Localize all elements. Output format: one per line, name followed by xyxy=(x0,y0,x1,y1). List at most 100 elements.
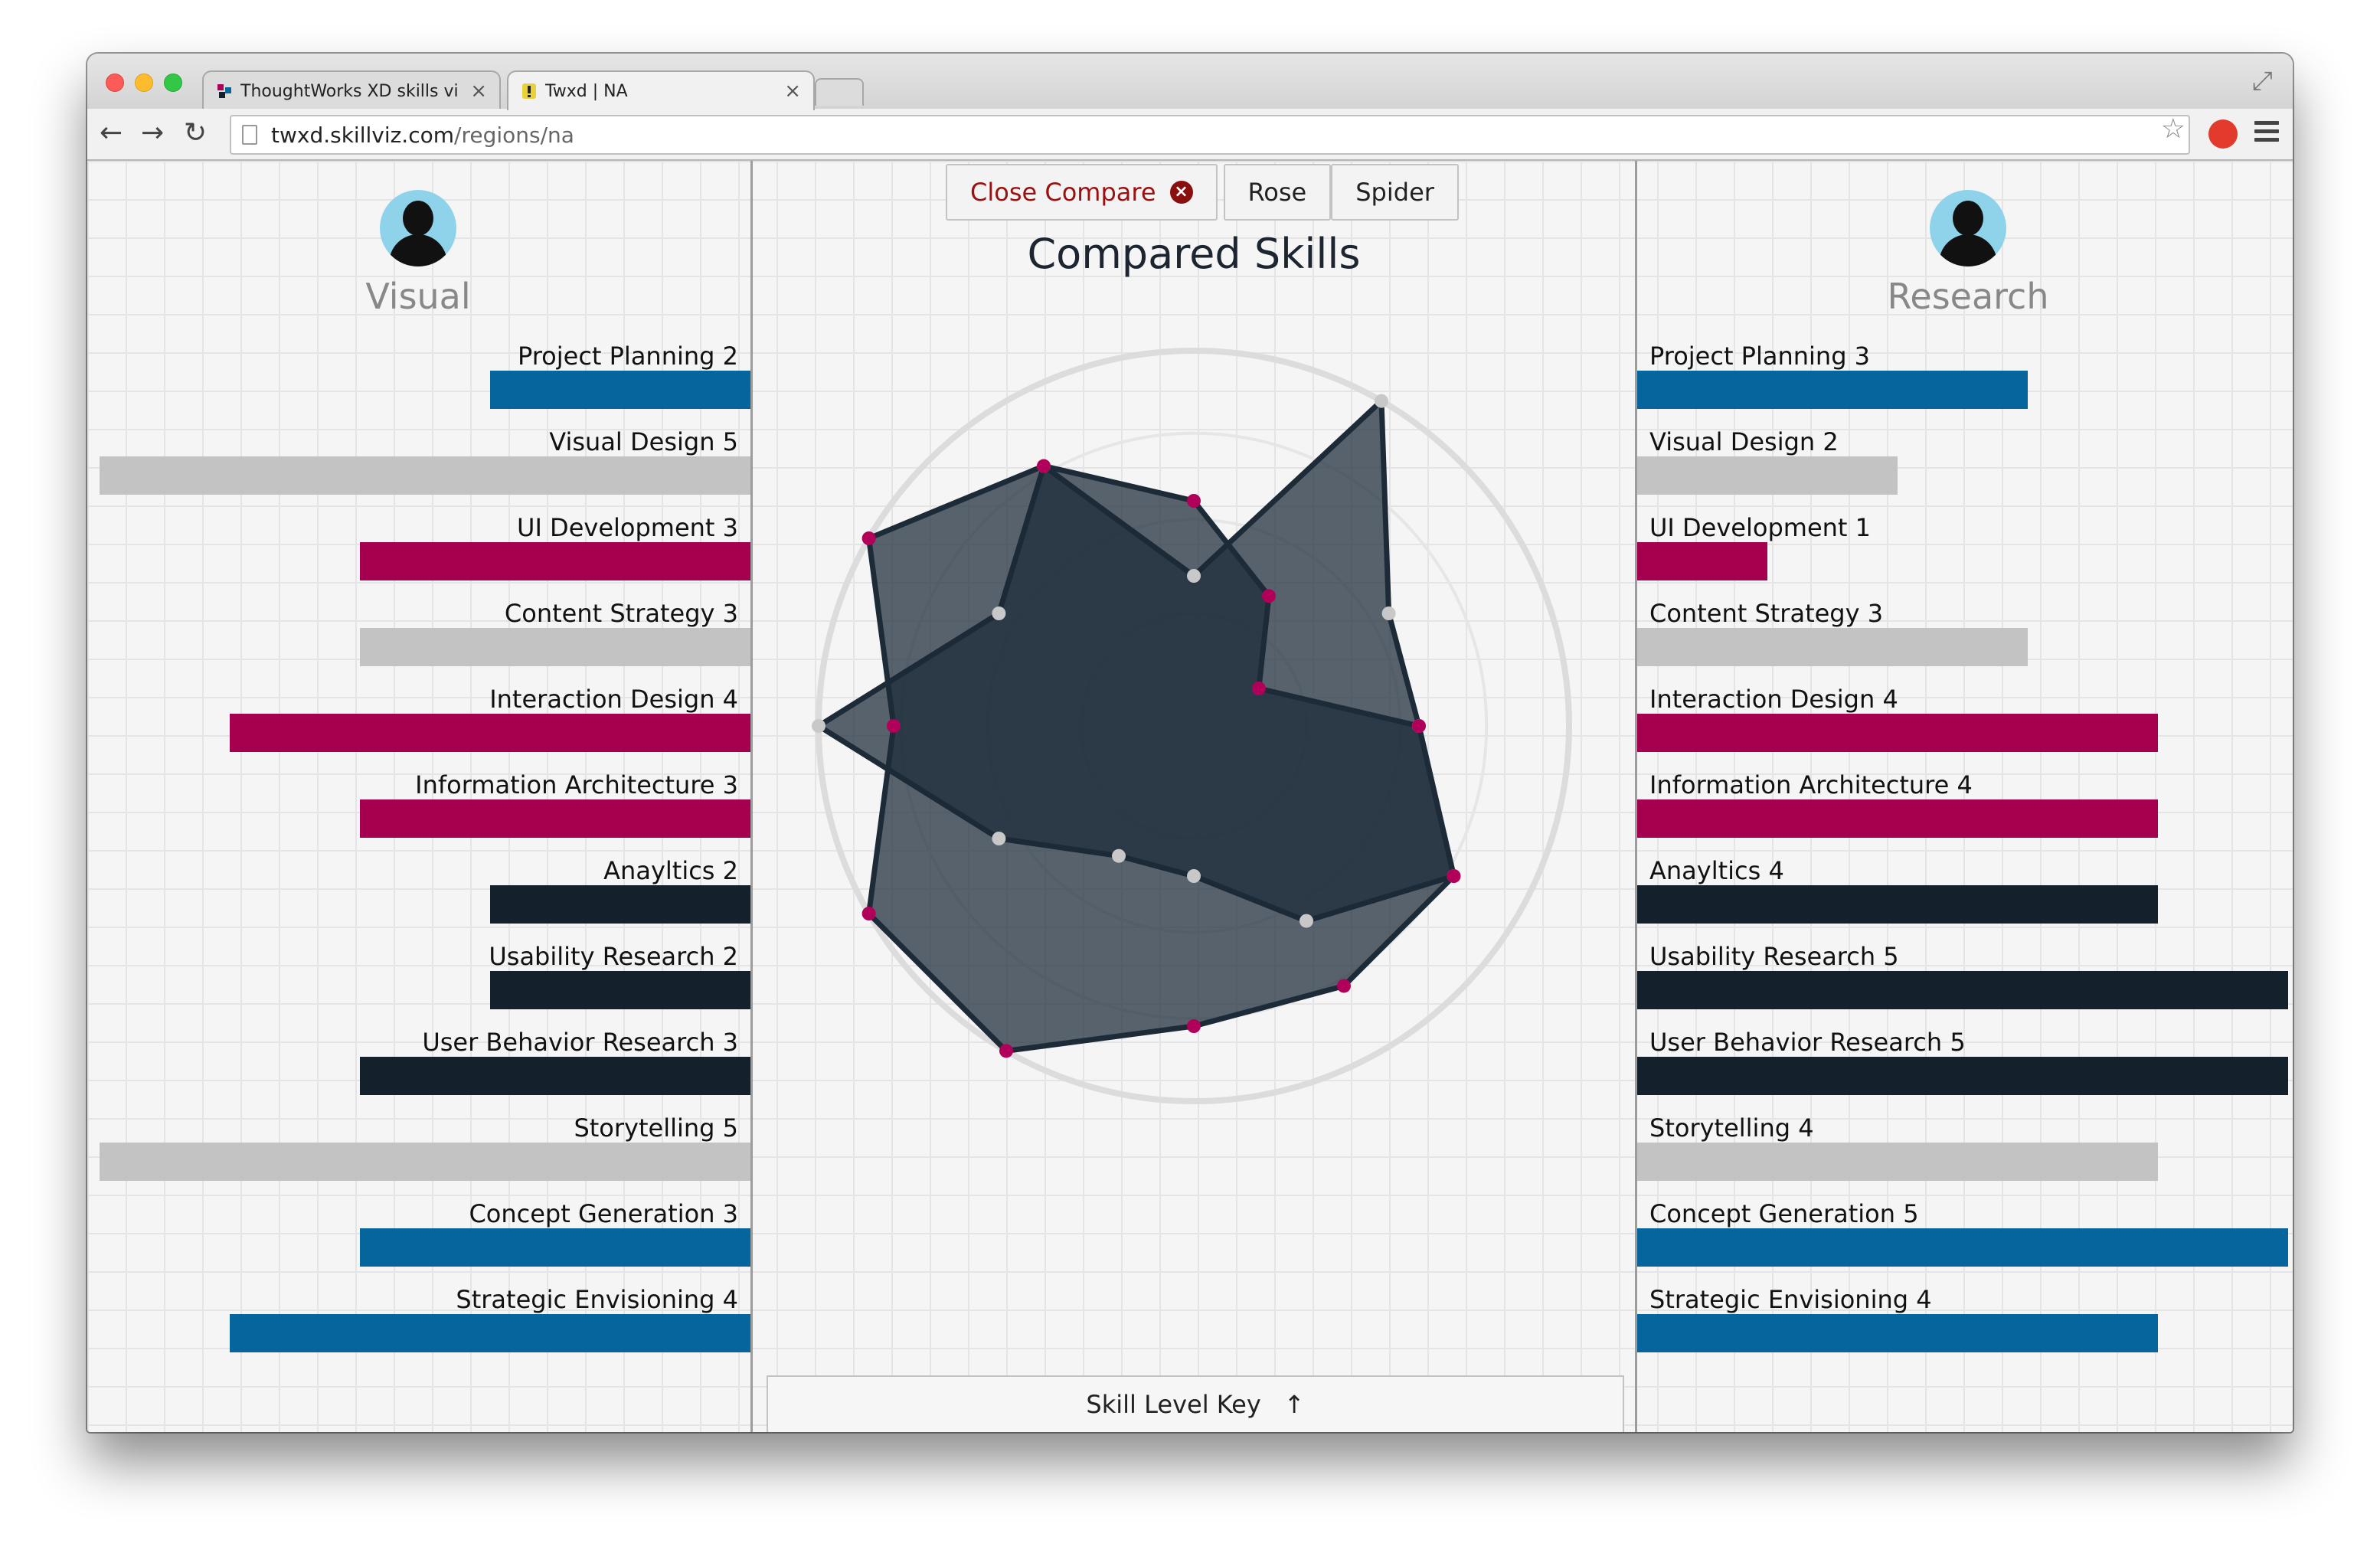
skill-label: User Behavior Research 3 xyxy=(422,1028,738,1057)
radar-point[interactable] xyxy=(887,719,901,733)
radar-point[interactable] xyxy=(1187,869,1201,883)
skill-row[interactable]: Usability Research 2 xyxy=(87,934,750,1011)
skill-row[interactable]: Content Strategy 3 xyxy=(87,591,750,668)
skill-row[interactable]: Interaction Design 4 xyxy=(87,677,750,754)
skill-label: Storytelling 4 xyxy=(1649,1113,1814,1143)
skill-label: Concept Generation 5 xyxy=(1649,1199,1919,1228)
skill-label: Strategic Envisioning 4 xyxy=(456,1285,738,1314)
skill-label: Project Planning 3 xyxy=(1649,342,1871,371)
skill-row[interactable]: Strategic Envisioning 4 xyxy=(1637,1277,2293,1354)
skill-row[interactable]: Usability Research 5 xyxy=(1637,934,2293,1011)
address-bar[interactable]: twxd.skillviz.com/regions/na xyxy=(230,115,2190,155)
zoom-window-button[interactable] xyxy=(164,74,182,92)
url-host: twxd.skillviz.com xyxy=(271,122,455,148)
browser-window: ThoughtWorks XD skills vi × Twxd | NA × … xyxy=(87,54,2293,1432)
url-path: /regions/na xyxy=(454,122,574,148)
skill-label: Project Planning 2 xyxy=(517,342,738,371)
minimize-window-button[interactable] xyxy=(135,74,153,92)
back-arrow-icon[interactable]: ← xyxy=(100,117,123,149)
tab-close-icon[interactable]: × xyxy=(784,80,801,103)
tab-thoughtworks[interactable]: ThoughtWorks XD skills vi × xyxy=(202,70,501,110)
new-tab-button[interactable] xyxy=(815,78,864,106)
skill-bar xyxy=(360,1057,750,1095)
skill-label: Information Architecture 3 xyxy=(415,770,738,799)
skill-bar xyxy=(1637,456,1898,495)
tab-strip: ThoughtWorks XD skills vi × Twxd | NA × … xyxy=(87,54,2293,110)
skill-row[interactable]: UI Development 3 xyxy=(87,505,750,582)
close-compare-label: Close Compare xyxy=(970,178,1156,207)
skill-row[interactable]: Concept Generation 5 xyxy=(1637,1192,2293,1268)
tab-twxd[interactable]: Twxd | NA × xyxy=(507,70,815,110)
radar-point[interactable] xyxy=(861,531,876,545)
tab-close-icon[interactable]: × xyxy=(470,80,487,103)
bookmark-star-icon[interactable]: ☆ xyxy=(2160,113,2185,145)
skill-label: Interaction Design 4 xyxy=(489,685,738,714)
skill-level-key-button[interactable]: Skill Level Key ↑ xyxy=(767,1375,1624,1432)
skill-row[interactable]: Anayltics 4 xyxy=(1637,848,2293,925)
up-arrow-icon: ↑ xyxy=(1283,1390,1305,1419)
skill-label: Interaction Design 4 xyxy=(1649,685,1898,714)
skill-row[interactable]: User Behavior Research 3 xyxy=(87,1020,750,1097)
radar-point[interactable] xyxy=(1187,1019,1201,1033)
skill-row[interactable]: User Behavior Research 5 xyxy=(1637,1020,2293,1097)
skill-row[interactable]: Interaction Design 4 xyxy=(1637,677,2293,754)
right-person-panel: Research Project Planning 3 Visual Design… xyxy=(1637,161,2293,1432)
skill-label: Content Strategy 3 xyxy=(504,599,738,628)
page-icon xyxy=(242,125,257,145)
radar-point[interactable] xyxy=(1112,848,1126,863)
skill-row[interactable]: Content Strategy 3 xyxy=(1637,591,2293,668)
skill-label: UI Development 1 xyxy=(1649,513,1871,542)
radar-point[interactable] xyxy=(861,907,876,920)
skill-row[interactable]: Strategic Envisioning 4 xyxy=(87,1277,750,1354)
skill-row[interactable]: Visual Design 5 xyxy=(87,420,750,496)
skill-row[interactable]: Project Planning 3 xyxy=(1637,334,2293,410)
compare-toolbar: Close Compare × Rose Spider xyxy=(946,164,1465,221)
radar-point[interactable] xyxy=(1447,869,1461,883)
radar-point[interactable] xyxy=(992,606,1006,620)
avatar-visual[interactable] xyxy=(380,190,456,266)
radar-point[interactable] xyxy=(1251,682,1266,695)
avatar-research[interactable] xyxy=(1930,190,2006,266)
fullscreen-icon[interactable]: ⤢ xyxy=(2251,66,2273,96)
skill-row[interactable]: Anayltics 2 xyxy=(87,848,750,925)
skill-row[interactable]: Storytelling 4 xyxy=(1637,1106,2293,1182)
skill-label: Anayltics 4 xyxy=(1649,856,1784,885)
radar-point[interactable] xyxy=(1300,914,1313,928)
skill-row[interactable]: Storytelling 5 xyxy=(87,1106,750,1182)
skill-label: UI Development 3 xyxy=(517,513,738,542)
radar-chart xyxy=(812,348,1572,1104)
radar-point[interactable] xyxy=(1187,494,1201,508)
skill-row[interactable]: Concept Generation 3 xyxy=(87,1192,750,1268)
rose-button[interactable]: Rose xyxy=(1223,164,1332,221)
radar-point[interactable] xyxy=(1375,394,1388,408)
skill-row[interactable]: UI Development 1 xyxy=(1637,505,2293,582)
skill-bar xyxy=(1637,885,2158,924)
extension-icon[interactable] xyxy=(2208,119,2238,149)
url-text[interactable]: twxd.skillviz.com/regions/na xyxy=(271,123,574,148)
menu-icon[interactable] xyxy=(2254,121,2279,146)
spider-button[interactable]: Spider xyxy=(1331,164,1459,221)
close-window-button[interactable] xyxy=(106,74,124,92)
skill-label: Storytelling 5 xyxy=(574,1113,738,1143)
page-content: Visual Project Planning 2 Visual Design 5… xyxy=(87,161,2293,1432)
skill-row[interactable]: Information Architecture 3 xyxy=(87,763,750,839)
radar-point[interactable] xyxy=(1337,979,1351,993)
radar-point[interactable] xyxy=(812,719,825,733)
radar-point[interactable] xyxy=(1381,606,1396,620)
skill-row[interactable]: Visual Design 2 xyxy=(1637,420,2293,496)
reload-icon[interactable]: ↻ xyxy=(184,117,208,149)
forward-arrow-icon[interactable]: → xyxy=(141,117,165,149)
skill-bar xyxy=(360,628,750,666)
radar-point[interactable] xyxy=(1187,569,1201,583)
close-compare-button[interactable]: Close Compare × xyxy=(946,164,1218,221)
skill-row[interactable]: Project Planning 2 xyxy=(87,334,750,410)
radar-point[interactable] xyxy=(992,832,1006,845)
radar-point[interactable] xyxy=(999,1044,1013,1058)
radar-point[interactable] xyxy=(1412,719,1426,733)
skill-label: Usability Research 5 xyxy=(1649,942,1899,971)
skill-bar xyxy=(490,885,750,924)
skill-bar xyxy=(1637,799,2158,838)
radar-point[interactable] xyxy=(1262,589,1276,603)
skill-row[interactable]: Information Architecture 4 xyxy=(1637,763,2293,839)
radar-point[interactable] xyxy=(1037,459,1051,473)
